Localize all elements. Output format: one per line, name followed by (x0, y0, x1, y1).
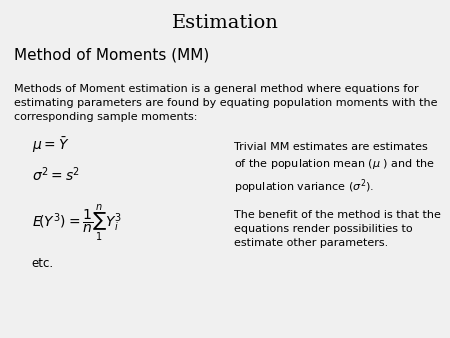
Text: Estimation: Estimation (171, 14, 279, 31)
Text: Methods of Moment estimation is a general method where equations for
estimating : Methods of Moment estimation is a genera… (14, 84, 437, 122)
Text: etc.: etc. (32, 257, 54, 270)
Text: Trivial MM estimates are estimates
of the population mean ($\mu$ ) and the
popul: Trivial MM estimates are estimates of th… (234, 142, 435, 196)
Text: Method of Moments (MM): Method of Moments (MM) (14, 47, 209, 62)
Text: $\mu = \bar{Y}$: $\mu = \bar{Y}$ (32, 135, 69, 155)
Text: $\sigma^2 = s^2$: $\sigma^2 = s^2$ (32, 166, 80, 184)
Text: $E\!\left(Y^3\right) = \dfrac{1}{n}\sum_{1}^{n} Y_i^3$: $E\!\left(Y^3\right) = \dfrac{1}{n}\sum_… (32, 203, 122, 243)
Text: The benefit of the method is that the
equations render possibilities to
estimate: The benefit of the method is that the eq… (234, 210, 441, 247)
